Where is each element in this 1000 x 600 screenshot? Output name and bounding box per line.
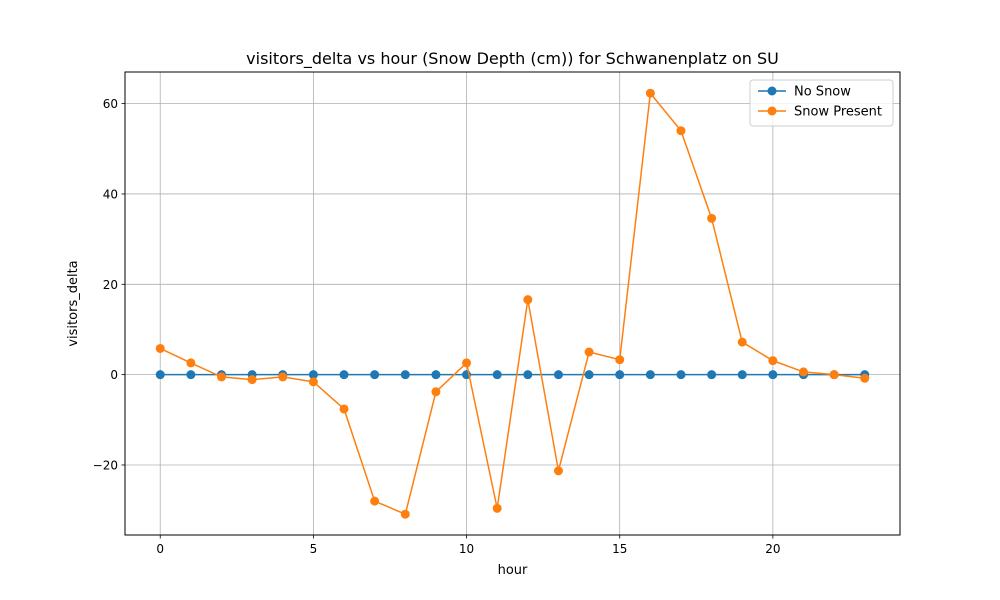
y-tick-label: 20 <box>103 278 118 292</box>
x-tick-label: 15 <box>612 542 627 556</box>
legend-item: No Snow <box>758 85 851 100</box>
data-point <box>829 370 839 380</box>
y-tick-label: −20 <box>93 458 118 472</box>
x-tick-label: 10 <box>459 542 474 556</box>
y-tick-label: 40 <box>103 187 118 201</box>
data-point <box>615 370 625 380</box>
data-point <box>155 343 165 353</box>
legend: No Snow Snow Present <box>749 79 894 127</box>
data-point <box>247 375 257 385</box>
data-point <box>431 370 441 380</box>
data-point <box>462 358 472 368</box>
data-point <box>645 88 655 98</box>
data-point <box>186 370 196 380</box>
data-point <box>278 372 288 382</box>
data-point <box>768 356 778 366</box>
data-point <box>707 213 717 223</box>
data-point <box>553 466 563 476</box>
data-point <box>860 373 870 383</box>
data-point <box>370 496 380 506</box>
x-axis-label: hour <box>498 563 528 578</box>
data-point <box>308 370 318 380</box>
data-point <box>676 370 686 380</box>
x-tick-label: 20 <box>765 542 780 556</box>
data-point <box>553 370 563 380</box>
data-point <box>615 355 625 365</box>
y-tick-label: 0 <box>110 368 118 382</box>
data-point <box>370 370 380 380</box>
legend-item: Snow Present <box>758 105 882 120</box>
data-point <box>339 370 349 380</box>
data-point <box>216 372 226 382</box>
series-layer <box>155 88 870 519</box>
data-point <box>492 503 502 513</box>
legend-label: Snow Present <box>794 105 882 120</box>
data-point <box>584 347 594 357</box>
data-point <box>584 370 594 380</box>
data-point <box>155 370 165 380</box>
series-snow-present <box>155 88 870 519</box>
ticks: 0 5 10 15 20 −20 0 20 40 60 <box>93 97 781 556</box>
legend-marker <box>767 106 777 116</box>
x-tick-label: 0 <box>156 542 164 556</box>
y-axis-label: visitors_delta <box>66 260 81 346</box>
data-point <box>400 509 410 519</box>
data-point <box>676 126 686 136</box>
data-point <box>523 370 533 380</box>
data-point <box>799 367 809 377</box>
series-no-snow <box>155 370 870 380</box>
data-point <box>523 295 533 305</box>
data-point <box>737 337 747 347</box>
chart-title: visitors_delta vs hour (Snow Depth (cm))… <box>246 49 779 69</box>
data-point <box>431 387 441 397</box>
data-point <box>400 370 410 380</box>
data-point <box>339 404 349 414</box>
data-point <box>308 377 318 387</box>
x-tick-label: 5 <box>310 542 318 556</box>
data-point <box>737 370 747 380</box>
data-point <box>707 370 717 380</box>
data-point <box>186 358 196 368</box>
data-point <box>768 370 778 380</box>
series-line <box>159 91 865 516</box>
data-point <box>645 370 655 380</box>
legend-label: No Snow <box>794 85 851 100</box>
legend-marker <box>767 86 777 96</box>
y-tick-label: 60 <box>103 97 118 111</box>
data-point <box>492 370 502 380</box>
plot-frame <box>124 71 901 536</box>
